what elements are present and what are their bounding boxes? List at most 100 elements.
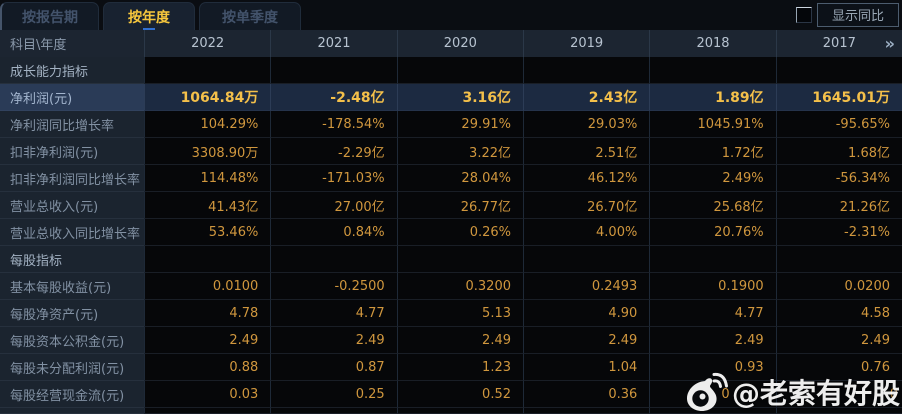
value-cell: 29.03% (523, 111, 650, 138)
tab-controls: 显示同比 (795, 2, 902, 30)
table-row-partial (0, 408, 902, 414)
value-cell: 0.76 (775, 354, 902, 381)
value-cell: 2.49 (775, 327, 902, 354)
value-cell: 5.13 (396, 300, 523, 327)
value-cell: 20.76% (649, 219, 776, 246)
row-label: 基本每股收益(元) (0, 273, 144, 300)
table-row: 净利润(元) 1064.84万 -2.48亿 3.16亿 2.43亿 1.89亿 1645.… (0, 84, 902, 111)
table-row: 营业总收入(元) 41.43亿 27.00亿 26.77亿 26.70亿 25.68亿 21… (0, 192, 902, 219)
show-yoy-checkbox[interactable] (795, 6, 812, 23)
tab-by-quarter[interactable]: 按单季度 (199, 2, 301, 30)
value-cell: 1.23 (396, 354, 523, 381)
table-row: 扣非净利润(元) 3308.90万 -2.29亿 3.22亿 2.51亿 1.72亿 1.6… (0, 138, 902, 165)
year-column-header: 2018 (649, 30, 775, 57)
value-cell: -178.54% (270, 111, 397, 138)
value-cell (775, 57, 902, 84)
tab-by-report-period[interactable]: 按报告期 (0, 2, 99, 30)
value-cell (523, 246, 650, 273)
value-cell: 29.91% (396, 111, 523, 138)
value-cell: 4.78 (144, 300, 271, 327)
value-cell: 2.49% (649, 165, 776, 192)
value-cell: 26.70亿 (523, 192, 650, 219)
value-cell: 21.26亿 (775, 192, 902, 219)
value-cell: 1.04 (523, 354, 650, 381)
table-row: 营业总收入同比增长率 53.46% 0.84% 0.26% 4.00% 20.76% -2.… (0, 219, 902, 246)
year-column-header: 2017» (775, 30, 902, 57)
tab-by-year[interactable]: 按年度 (103, 2, 195, 30)
row-label: 净利润同比增长率 (0, 111, 144, 138)
value-cell: 27.00亿 (270, 192, 397, 219)
value-cell: 0.84% (270, 219, 397, 246)
value-cell (396, 246, 523, 273)
value-cell: 4.00% (523, 219, 650, 246)
year-column-header: 2020 (396, 30, 523, 57)
value-cell: 0.0200 (775, 273, 902, 300)
value-cell (649, 246, 776, 273)
value-cell: 2.49 (144, 327, 271, 354)
value-cell: -56.34% (775, 165, 902, 192)
value-cell (144, 57, 271, 84)
row-label: 每股经营现金流(元) (0, 381, 144, 408)
corner-header-label: 科目\年度 (10, 38, 67, 53)
row-label: 每股未分配利润(元) (0, 354, 144, 381)
more-years-chevron-icon[interactable]: » (884, 33, 895, 53)
row-label: 成长能力指标 (0, 57, 144, 84)
value-cell: 2.49 (396, 327, 523, 354)
section-header-row: 每股指标 (0, 246, 902, 273)
table-row: 每股资本公积金(元) 2.49 2.49 2.49 2.49 2.49 2.49 (0, 327, 902, 354)
financial-table: 科目\年度 2022 2021 2020 2019 2018 2017» 成长能力指标 净利… (0, 30, 902, 414)
value-cell: 3308.90万 (144, 138, 271, 165)
value-cell: -2.31% (775, 219, 902, 246)
value-cell: 0.25 (270, 381, 397, 408)
value-cell: -95.65% (775, 111, 902, 138)
value-cell: 0.1900 (649, 273, 776, 300)
table-row: 扣非净利润同比增长率 114.48% -171.03% 28.04% 46.12% 2.4… (0, 165, 902, 192)
tab-bar: 按报告期 按年度 按单季度 (0, 2, 301, 30)
value-cell: 53.46% (144, 219, 271, 246)
value-cell (649, 57, 776, 84)
value-cell: 0.88 (144, 354, 271, 381)
value-cell: 114.48% (144, 165, 271, 192)
row-label: 营业总收入(元) (0, 192, 144, 219)
value-cell (523, 57, 650, 84)
value-cell: 0.3200 (396, 273, 523, 300)
row-label: 扣非净利润同比增长率 (0, 165, 144, 192)
row-label: 营业总收入同比增长率 (0, 219, 144, 246)
value-cell: 2.43亿 (523, 84, 650, 111)
value-cell (396, 57, 523, 84)
year-column-header: 2019 (523, 30, 649, 57)
table-body: 成长能力指标 净利润(元) 1064.84万 -2.48亿 3.16亿 2.43亿 1.89… (0, 57, 902, 408)
value-cell: 0.2493 (523, 273, 650, 300)
value-cell: 104.29% (144, 111, 271, 138)
row-label: 扣非净利润(元) (0, 138, 144, 165)
value-cell: 41.43亿 (144, 192, 271, 219)
value-cell: 25.68亿 (649, 192, 776, 219)
value-cell: 0.26% (396, 219, 523, 246)
tab-bar-container: 按报告期 按年度 按单季度 显示同比 (0, 0, 902, 30)
value-cell: 2.49 (523, 327, 650, 354)
value-cell: 26.77亿 (396, 192, 523, 219)
value-cell: 2.49 (270, 327, 397, 354)
value-cell (775, 246, 902, 273)
value-cell (270, 57, 397, 84)
value-cell: 4.90 (523, 300, 650, 327)
value-cell: 46.12% (523, 165, 650, 192)
section-header-row: 成长能力指标 (0, 57, 902, 84)
value-cell: 4.77 (270, 300, 397, 327)
value-cell: 28.04% (396, 165, 523, 192)
table-row: 每股经营现金流(元) 0.03 0.25 0.52 0.36 0 0 (0, 381, 902, 408)
value-cell: 1064.84万 (144, 84, 271, 111)
value-cell: 4.58 (775, 300, 902, 327)
row-label: 净利润(元) (0, 84, 144, 111)
value-cell: 3.16亿 (396, 84, 523, 111)
value-cell: 1.89亿 (649, 84, 776, 111)
value-cell: 1045.91% (649, 111, 776, 138)
value-cell: 2.49 (649, 327, 776, 354)
value-cell: 0.87 (270, 354, 397, 381)
row-label: 每股净资产(元) (0, 300, 144, 327)
value-cell: 1.72亿 (649, 138, 776, 165)
show-yoy-button[interactable]: 显示同比 (816, 2, 899, 27)
value-cell: -171.03% (270, 165, 397, 192)
value-cell: 0 (775, 381, 902, 408)
